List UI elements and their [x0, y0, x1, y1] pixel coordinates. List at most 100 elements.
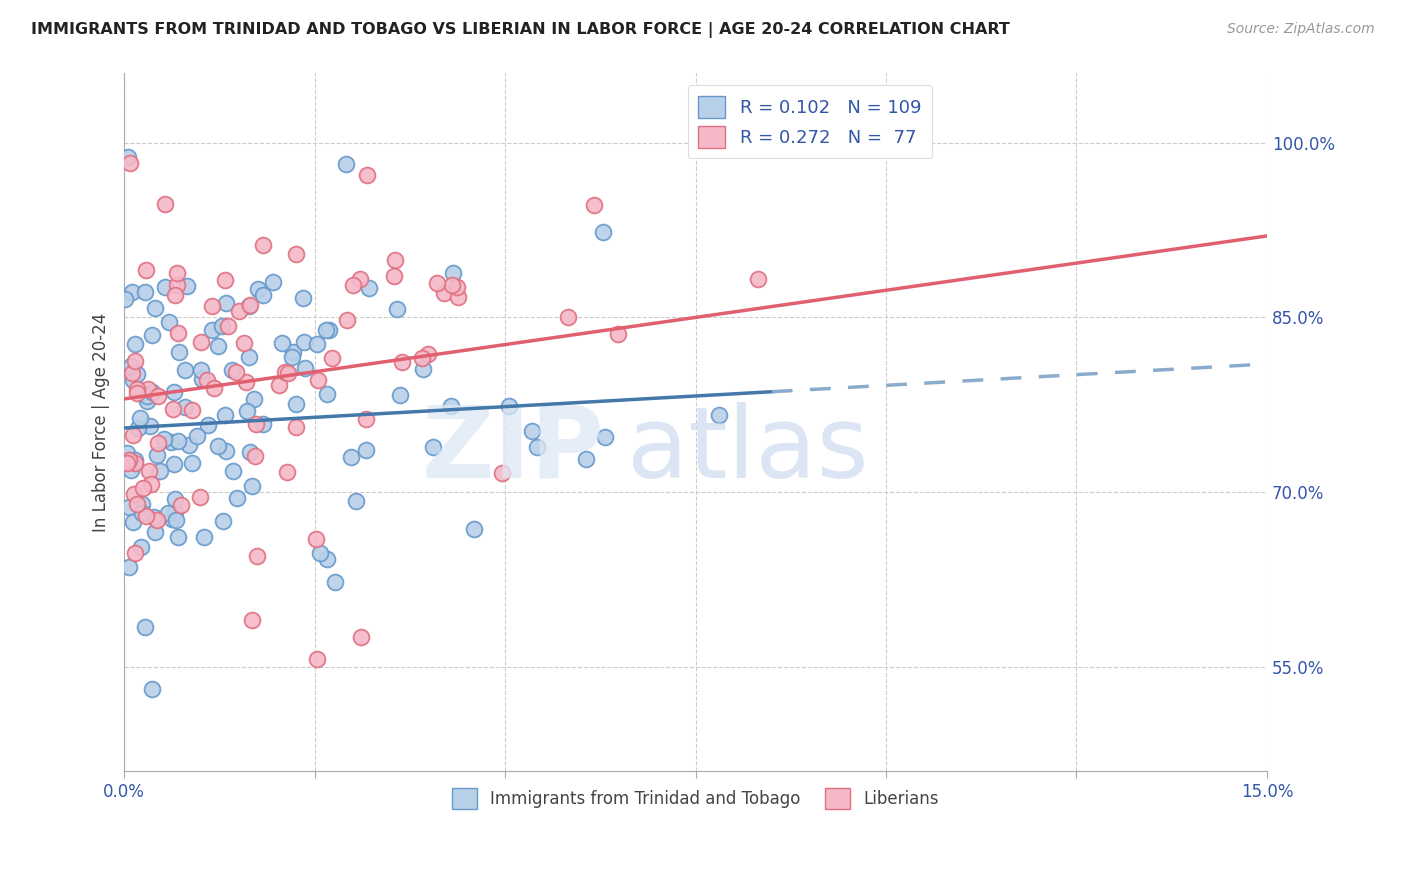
Point [271, 336, 294, 351]
Point [195, 373, 218, 387]
Point [388, 388, 411, 402]
Point [214, 295, 236, 310]
Point [276, 465, 298, 479]
Point [149, 464, 172, 478]
Point [217, 318, 239, 333]
Point [186, 429, 208, 443]
Point [344, 493, 367, 508]
Point [145, 513, 167, 527]
Point [354, 411, 377, 425]
Point [122, 373, 145, 387]
Point [124, 452, 146, 467]
Point [426, 276, 449, 290]
Text: Source: ZipAtlas.com: Source: ZipAtlas.com [1227, 22, 1375, 37]
Point [146, 389, 169, 403]
Point [315, 323, 337, 337]
Point [212, 514, 235, 528]
Point [138, 464, 160, 478]
Point [441, 278, 464, 293]
Point [122, 487, 145, 501]
Point [418, 346, 440, 360]
Point [191, 372, 214, 386]
Point [214, 273, 236, 287]
Point [238, 299, 260, 313]
Point [167, 326, 190, 341]
Point [305, 532, 328, 546]
Point [128, 410, 150, 425]
Point [281, 351, 304, 365]
Point [246, 549, 269, 563]
Point [127, 497, 149, 511]
Point [284, 247, 307, 261]
Text: atlas: atlas [627, 401, 869, 499]
Point [391, 355, 413, 369]
Point [274, 365, 297, 379]
Point [121, 285, 143, 299]
Point [180, 402, 202, 417]
Point [593, 430, 616, 444]
Point [239, 298, 262, 312]
Point [143, 301, 166, 316]
Point [307, 652, 329, 666]
Point [226, 491, 249, 505]
Point [202, 381, 225, 395]
Point [160, 511, 183, 525]
Point [262, 275, 284, 289]
Point [170, 498, 193, 512]
Point [433, 286, 456, 301]
Point [176, 278, 198, 293]
Point [136, 382, 159, 396]
Point [141, 682, 163, 697]
Point [447, 289, 470, 303]
Point [193, 530, 215, 544]
Point [520, 424, 543, 438]
Point [134, 620, 156, 634]
Point [201, 323, 224, 337]
Point [163, 288, 186, 302]
Point [243, 449, 266, 463]
Point [155, 279, 177, 293]
Point [498, 399, 520, 413]
Point [162, 402, 184, 417]
Point [323, 574, 346, 589]
Point [285, 419, 308, 434]
Point [134, 285, 156, 299]
Point [114, 293, 136, 307]
Point [385, 301, 408, 316]
Point [152, 433, 174, 447]
Point [411, 351, 433, 365]
Point [143, 525, 166, 540]
Point [252, 287, 274, 301]
Point [188, 491, 211, 505]
Point [173, 362, 195, 376]
Y-axis label: In Labor Force | Age 20-24: In Labor Force | Age 20-24 [93, 312, 110, 532]
Point [121, 366, 143, 380]
Point [309, 545, 332, 559]
Point [238, 350, 260, 364]
Point [166, 266, 188, 280]
Point [277, 366, 299, 380]
Point [583, 198, 606, 212]
Point [606, 327, 628, 342]
Point [243, 392, 266, 407]
Point [440, 399, 463, 413]
Point [197, 418, 219, 433]
Point [139, 419, 162, 434]
Point [221, 363, 243, 377]
Point [236, 404, 259, 418]
Point [463, 523, 485, 537]
Point [284, 397, 307, 411]
Point [124, 546, 146, 560]
Point [354, 442, 377, 457]
Point [422, 440, 444, 454]
Point [117, 560, 139, 574]
Point [163, 384, 186, 399]
Point [592, 225, 614, 239]
Point [412, 362, 434, 376]
Point [143, 509, 166, 524]
Point [124, 456, 146, 470]
Point [124, 336, 146, 351]
Point [245, 417, 267, 431]
Point [307, 373, 329, 387]
Point [135, 262, 157, 277]
